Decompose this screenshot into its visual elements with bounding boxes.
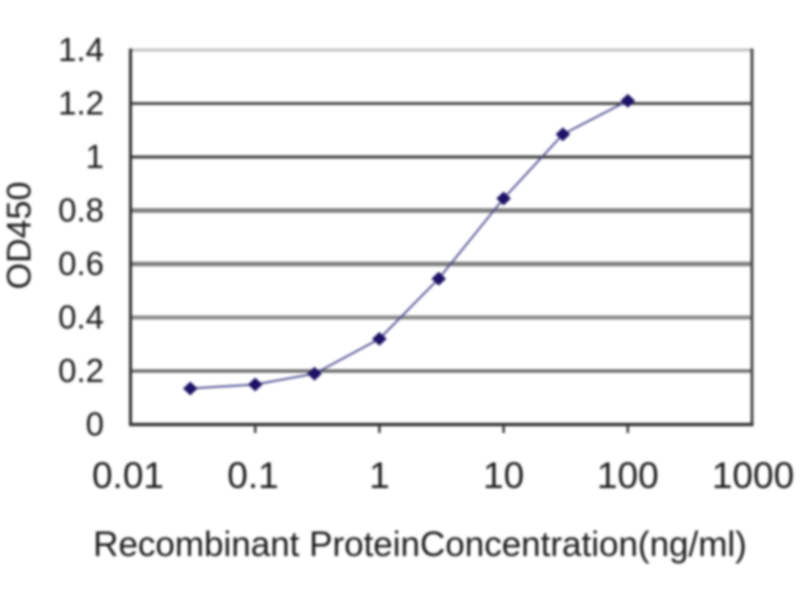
svg-text:10: 10 bbox=[483, 455, 524, 496]
svg-text:0.01: 0.01 bbox=[92, 455, 164, 496]
svg-text:Recombinant ProteinConcentrati: Recombinant ProteinConcentration(ng/ml) bbox=[93, 525, 747, 564]
svg-text:1.4: 1.4 bbox=[58, 31, 104, 68]
svg-text:0.4: 0.4 bbox=[58, 299, 104, 336]
svg-text:0.6: 0.6 bbox=[58, 245, 104, 282]
svg-text:1.2: 1.2 bbox=[58, 85, 104, 122]
svg-text:0.1: 0.1 bbox=[227, 455, 278, 496]
svg-text:1: 1 bbox=[369, 455, 390, 496]
svg-text:100: 100 bbox=[597, 455, 659, 496]
svg-text:OD450: OD450 bbox=[1, 182, 39, 290]
svg-text:0.8: 0.8 bbox=[58, 192, 104, 229]
svg-text:0: 0 bbox=[86, 406, 104, 443]
svg-text:1000: 1000 bbox=[712, 455, 794, 496]
svg-text:0.2: 0.2 bbox=[58, 352, 104, 389]
svg-text:1: 1 bbox=[86, 138, 104, 175]
